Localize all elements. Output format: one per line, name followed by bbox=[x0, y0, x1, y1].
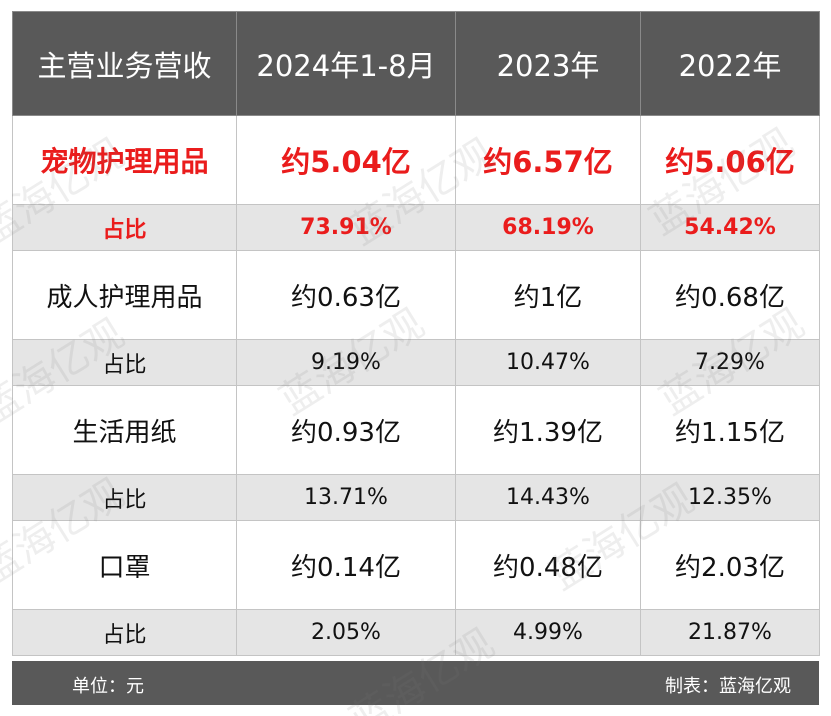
table-cell: 约0.68亿 bbox=[640, 250, 820, 340]
column-header: 主营业务营收 bbox=[12, 11, 237, 116]
table-cell: 约0.63亿 bbox=[236, 250, 456, 340]
table-cell: 21.87% bbox=[640, 609, 820, 656]
table-cell: 2.05% bbox=[236, 609, 456, 656]
table-cell: 14.43% bbox=[455, 474, 641, 521]
revenue-table-figure: 主营业务营收 2024年1-8月 2023年 2022年 宠物护理用品 约5.0… bbox=[12, 11, 820, 705]
table-row-pet-care: 宠物护理用品 约5.04亿 约6.57亿 约5.06亿 bbox=[12, 115, 820, 205]
table-cell: 约1亿 bbox=[455, 250, 641, 340]
column-header: 2023年 bbox=[455, 11, 641, 116]
table-cell: 73.91% bbox=[236, 204, 456, 251]
table-cell: 10.47% bbox=[455, 339, 641, 386]
header-row: 主营业务营收 2024年1-8月 2023年 2022年 bbox=[12, 11, 820, 116]
table-cell: 约6.57亿 bbox=[455, 115, 641, 205]
row-label: 生活用纸 bbox=[12, 385, 237, 475]
table-cell: 12.35% bbox=[640, 474, 820, 521]
table-cell: 约5.06亿 bbox=[640, 115, 820, 205]
table-footer: 单位：元 制表：蓝海亿观 bbox=[12, 661, 819, 705]
table-row-tissue-share: 占比 13.71% 14.43% 12.35% bbox=[12, 474, 820, 521]
row-label: 占比 bbox=[12, 339, 237, 386]
row-label: 占比 bbox=[12, 609, 237, 656]
table-cell: 约1.15亿 bbox=[640, 385, 820, 475]
table-row-adult-care: 成人护理用品 约0.63亿 约1亿 约0.68亿 bbox=[12, 250, 820, 340]
column-header: 2024年1-8月 bbox=[236, 11, 456, 116]
row-label: 成人护理用品 bbox=[12, 250, 237, 340]
row-label: 占比 bbox=[12, 474, 237, 521]
table-cell: 约0.14亿 bbox=[236, 520, 456, 610]
table-cell: 9.19% bbox=[236, 339, 456, 386]
table-cell: 约2.03亿 bbox=[640, 520, 820, 610]
revenue-table: 主营业务营收 2024年1-8月 2023年 2022年 宠物护理用品 约5.0… bbox=[12, 11, 820, 656]
table-cell: 约1.39亿 bbox=[455, 385, 641, 475]
table-cell: 约5.04亿 bbox=[236, 115, 456, 205]
table-row-adult-care-share: 占比 9.19% 10.47% 7.29% bbox=[12, 339, 820, 386]
table-row-mask: 口罩 约0.14亿 约0.48亿 约2.03亿 bbox=[12, 520, 820, 610]
table-cell: 7.29% bbox=[640, 339, 820, 386]
table-cell: 约0.93亿 bbox=[236, 385, 456, 475]
row-label: 占比 bbox=[12, 204, 237, 251]
row-label: 宠物护理用品 bbox=[12, 115, 237, 205]
column-header: 2022年 bbox=[640, 11, 820, 116]
table-cell: 约0.48亿 bbox=[455, 520, 641, 610]
row-label: 口罩 bbox=[12, 520, 237, 610]
table-row-mask-share: 占比 2.05% 4.99% 21.87% bbox=[12, 609, 820, 656]
table-cell: 13.71% bbox=[236, 474, 456, 521]
table-cell: 4.99% bbox=[455, 609, 641, 656]
credit-note: 制表：蓝海亿观 bbox=[665, 676, 791, 697]
table-cell: 54.42% bbox=[640, 204, 820, 251]
table-row-tissue: 生活用纸 约0.93亿 约1.39亿 约1.15亿 bbox=[12, 385, 820, 475]
unit-note: 单位：元 bbox=[72, 676, 144, 697]
table-cell: 68.19% bbox=[455, 204, 641, 251]
table-row-pet-care-share: 占比 73.91% 68.19% 54.42% bbox=[12, 204, 820, 251]
